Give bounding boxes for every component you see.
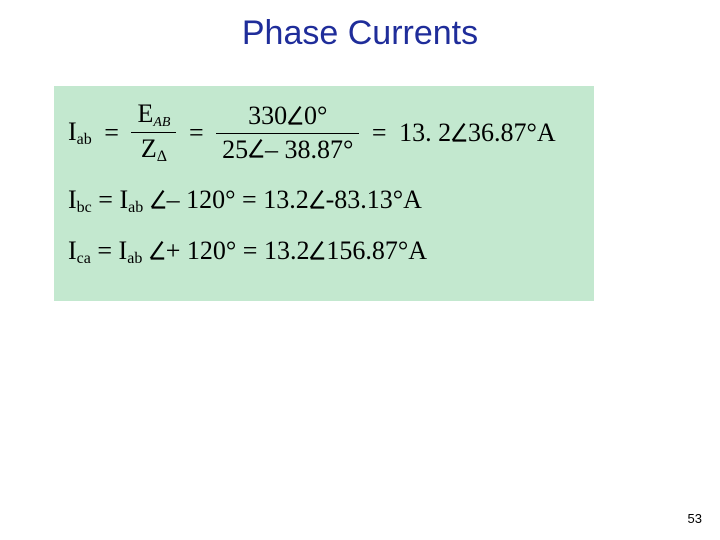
res1-unit: A (537, 118, 556, 147)
equals-3a: = (97, 236, 118, 265)
angle-icon (149, 239, 166, 261)
sub-AB: AB (153, 115, 170, 130)
shift-ang3: + 120° (166, 236, 237, 265)
result-1: 13. 2 36.87°A (399, 117, 556, 148)
iab-ref3: Iab (119, 236, 149, 265)
ica-symbol: Ica (68, 236, 97, 265)
var-Iab2: I (119, 185, 128, 214)
den-mag: 25 (222, 135, 248, 164)
ibc-symbol: Ibc (68, 185, 98, 214)
res3-ang: 156.87° (326, 236, 408, 265)
fraction-EZ: EAB ZΔ (131, 100, 176, 166)
res1-mag: 13. 2 (399, 118, 451, 147)
var-Z: Z (141, 134, 157, 163)
angle-icon (451, 121, 468, 143)
equation-line-1: Iab = EAB ZΔ = 330 0° 25 – 38.87° = (68, 100, 580, 166)
res1-ang: 36.87° (468, 118, 537, 147)
equals-2a: = (98, 185, 119, 214)
den-ang: – 38.87° (265, 135, 353, 164)
res2-ang: -83.13° (326, 185, 404, 214)
var-Iab3: I (119, 236, 128, 265)
sub-ab: ab (77, 131, 92, 148)
res3-unit: A (408, 236, 427, 265)
equals-1b: = (183, 117, 210, 148)
frac1-num: EAB (131, 100, 176, 133)
frac1-den: ZΔ (131, 133, 176, 166)
var-E: E (137, 99, 153, 128)
var-I2: I (68, 185, 77, 214)
slide-title: Phase Currents (0, 0, 720, 53)
angle-icon (287, 104, 304, 126)
num-ang: 0° (304, 101, 327, 130)
equals-2b: = (242, 185, 263, 214)
shift-ang2: – 120° (167, 185, 236, 214)
equation-box: Iab = EAB ZΔ = 330 0° 25 – 38.87° = (54, 86, 594, 301)
sub-ab3: ab (127, 250, 142, 267)
res2-mag: 13.2 (263, 185, 309, 214)
page-number: 53 (688, 511, 702, 526)
var-I3: I (68, 236, 77, 265)
equation-line-2: Ibc = Iab – 120° = 13.2 -83.13°A (68, 184, 580, 217)
equals-1a: = (98, 117, 125, 148)
angle-icon (248, 137, 265, 159)
sub-delta: Δ (157, 148, 167, 165)
angle-icon (150, 188, 167, 210)
sub-bc: bc (77, 199, 92, 216)
sub-ca: ca (77, 250, 91, 267)
angle-icon (309, 188, 326, 210)
var-I: I (68, 117, 77, 146)
frac2-num: 330 0° (216, 102, 359, 134)
res3-mag: 13.2 (264, 236, 310, 265)
iab-ref2: Iab (119, 185, 149, 214)
equals-3b: = (243, 236, 264, 265)
fraction-numeric: 330 0° 25 – 38.87° (216, 102, 359, 164)
equals-1c: = (366, 117, 393, 148)
iab-symbol: Iab (68, 116, 92, 149)
num-mag: 330 (248, 101, 287, 130)
sub-ab2: ab (128, 199, 143, 216)
res2-unit: A (403, 185, 422, 214)
angle-icon (309, 239, 326, 261)
equation-line-3: Ica = Iab + 120° = 13.2 156.87°A (68, 235, 580, 268)
frac2-den: 25 – 38.87° (216, 134, 359, 165)
slide: Phase Currents Iab = EAB ZΔ = 330 0° (0, 0, 720, 540)
